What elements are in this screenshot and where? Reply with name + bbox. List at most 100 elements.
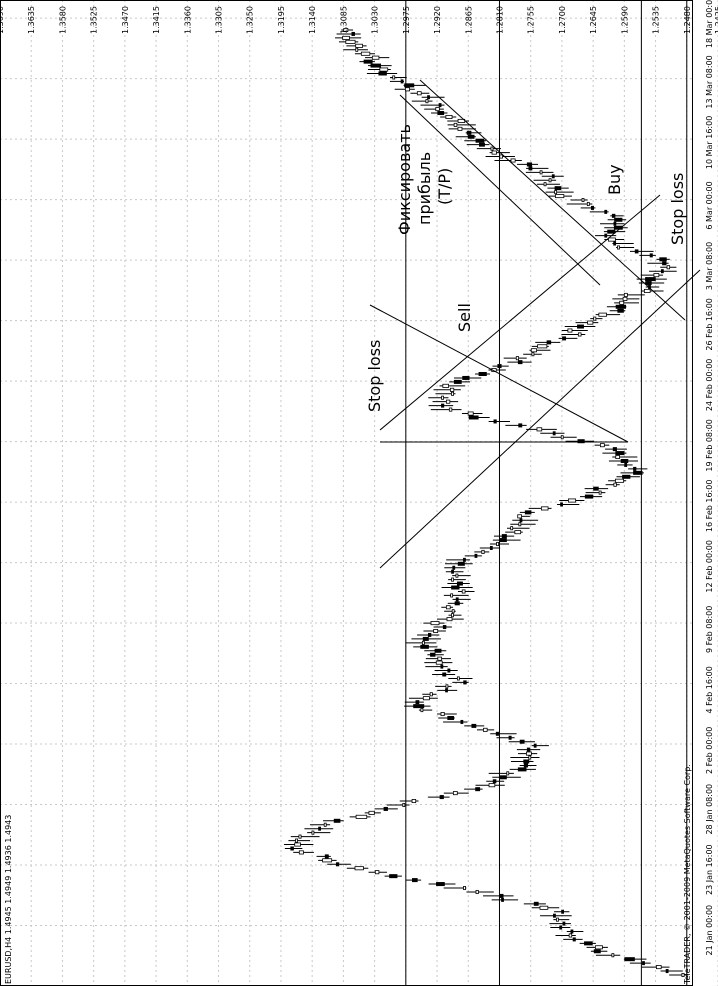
sell-channel-line-1: [379, 194, 661, 431]
bar-body: [523, 763, 529, 768]
bar-body: [404, 87, 410, 92]
bar-body: [421, 640, 425, 645]
bar-body: [430, 652, 436, 657]
bar-body: [614, 217, 623, 222]
bar-body: [659, 257, 667, 262]
bar-body: [562, 336, 567, 341]
bar-body: [429, 692, 433, 697]
bar-body: [499, 775, 507, 780]
bar-body: [611, 213, 616, 218]
bar-body: [467, 411, 474, 416]
bar-body: [440, 664, 444, 669]
bar-body: [556, 917, 559, 922]
bar-body: [474, 553, 478, 558]
bar-body: [483, 727, 488, 732]
bar-body: [451, 391, 454, 396]
bar-body: [454, 601, 460, 606]
bar-body: [451, 609, 455, 614]
time-tick-label: 23 Jan 16:00: [705, 844, 714, 895]
bar-body: [345, 39, 356, 44]
bar-body: [551, 174, 555, 179]
price-tick-label: 1.2975: [402, 6, 411, 34]
bar-body: [665, 969, 669, 974]
bar-body: [445, 114, 453, 119]
bar-body: [539, 905, 549, 910]
bar-body: [452, 565, 456, 570]
bar-body: [524, 510, 532, 515]
bar-body: [600, 443, 605, 448]
bar-body: [479, 142, 485, 147]
bar-body: [526, 747, 531, 752]
bar-body: [351, 31, 355, 36]
bar-body: [540, 506, 549, 511]
bar-body: [598, 490, 602, 495]
bar-body: [613, 225, 623, 230]
bar-body: [598, 312, 607, 317]
bar-body: [333, 818, 341, 823]
bar-body: [463, 886, 466, 891]
bar-body: [435, 107, 440, 112]
bar-body: [548, 178, 552, 183]
price-tick-label: 1.2920: [433, 6, 442, 34]
bar-body: [577, 324, 584, 329]
bar-body: [604, 233, 608, 238]
time-tick-label: 13 Mar 08:00: [705, 55, 714, 108]
bar-body: [624, 462, 628, 467]
bar-body: [441, 395, 444, 400]
bar-body: [546, 340, 552, 345]
bar-body: [613, 482, 617, 487]
bar-body: [518, 423, 523, 428]
price-axis: 1.3690 1.3635 1.3580 1.3525 1.3470 1.3415 1.33…: [0, 6, 718, 34]
bar-body: [402, 802, 406, 807]
bar-body: [612, 447, 617, 452]
bar-body: [514, 530, 522, 535]
bar-body: [662, 261, 667, 266]
bar-body: [442, 672, 447, 677]
bar-body: [517, 360, 523, 365]
bar-body: [427, 95, 430, 100]
bar-body: [298, 850, 304, 855]
price-tick-label: 1.2810: [495, 6, 504, 34]
bar-body: [355, 47, 359, 52]
bar-body: [517, 767, 527, 772]
bar-body: [584, 494, 594, 499]
bar-body: [368, 810, 375, 815]
bar-body: [517, 514, 522, 519]
bar-body: [506, 771, 510, 776]
time-tick-label: 10 Mar 16:00: [705, 116, 714, 169]
bar-body: [593, 949, 601, 954]
bar-body: [492, 779, 497, 784]
bar-body: [420, 644, 429, 649]
sell-channel-line-2: [379, 269, 701, 569]
bar-body: [526, 751, 532, 756]
bar-body: [457, 126, 463, 131]
bar-body: [471, 723, 477, 728]
bar-body: [442, 625, 447, 630]
time-tick-label: 21 Jan 00:00: [705, 905, 714, 956]
bar-body: [518, 522, 522, 527]
bar-body: [355, 43, 363, 48]
bar-body: [400, 79, 404, 84]
bar-body: [568, 933, 573, 938]
bar-body: [554, 186, 562, 191]
bar-body: [447, 668, 451, 673]
bar-body: [584, 941, 593, 946]
bar-body: [404, 83, 415, 88]
price-tick-label: 1.3415: [152, 6, 161, 34]
buy-label: Buy: [605, 164, 624, 195]
bar-body: [613, 221, 617, 226]
bar-body: [489, 545, 493, 550]
bar-body: [567, 328, 573, 333]
trendlines: [369, 79, 701, 569]
bar-body: [519, 739, 525, 744]
bar-body: [455, 573, 459, 578]
bar-body: [445, 684, 449, 689]
bar-body: [481, 549, 485, 554]
bar-body: [420, 708, 424, 713]
time-tick-label: 3 Mar 08:00: [705, 242, 714, 290]
bar-body: [562, 921, 566, 926]
bar-body: [413, 704, 425, 709]
bar-body: [619, 300, 625, 305]
bar-body: [453, 379, 462, 384]
bar-body: [412, 878, 418, 883]
